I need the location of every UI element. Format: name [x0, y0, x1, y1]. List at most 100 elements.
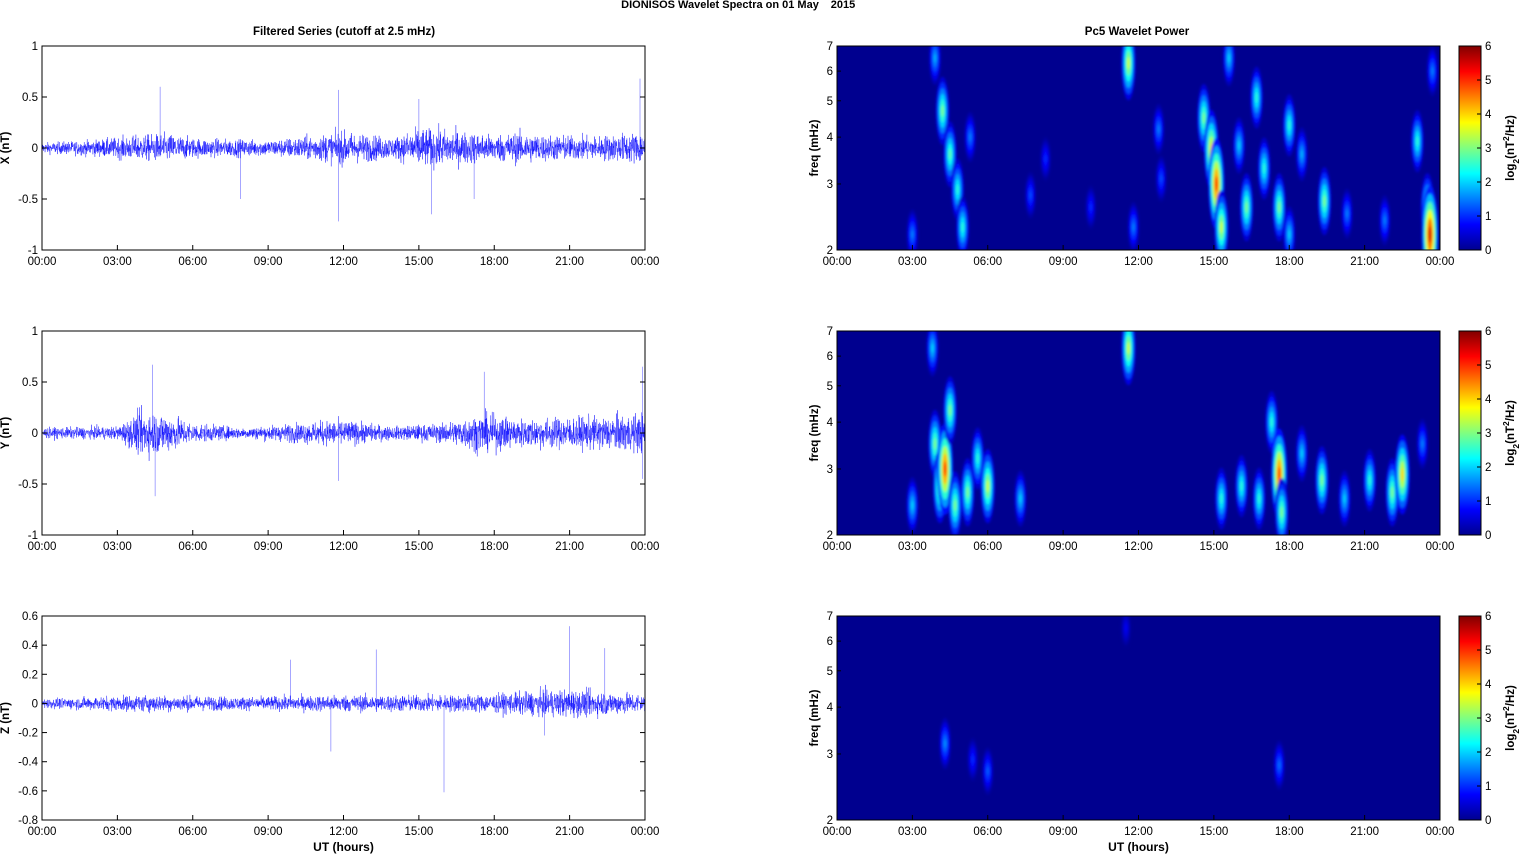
x-tick-label: 21:00 [1350, 256, 1379, 268]
y-tick-label: 3 [827, 464, 833, 476]
spectrum-blob [953, 499, 957, 511]
x-tick-label: 06:00 [178, 541, 207, 553]
spectrum-blob [1258, 493, 1261, 504]
x-tick-label: 15:00 [404, 256, 433, 268]
x-tick-label: 12:00 [329, 256, 358, 268]
colorbar-tick-label: 6 [1485, 611, 1491, 623]
spectrum-blob [971, 755, 974, 764]
spectrum-blob [1245, 201, 1248, 213]
y-tick-label: 1 [32, 41, 38, 53]
x-tick-label: 18:00 [1275, 256, 1304, 268]
x-tick-label: 00:00 [823, 541, 852, 553]
x-tick-label: 03:00 [898, 826, 927, 838]
spectrum-blob [1215, 176, 1218, 192]
spectrum-blob [1044, 155, 1047, 163]
x-tick-label: 12:00 [1124, 541, 1153, 553]
spectrum-blob [986, 479, 989, 493]
colorbar-label: log2(nT2/Hz) [1501, 400, 1521, 466]
y-tick-label: 3 [827, 179, 833, 191]
spectrum-blob [941, 105, 944, 117]
colorbar-tick-label: 4 [1485, 109, 1492, 121]
spectrum-blob [1125, 624, 1127, 632]
y-spectrum-chart: 2 3 4 5 6 7 00:00 03:00 06:00 09:00 12:00 15:00 18:0… [809, 326, 1521, 553]
spectrum-blob [1157, 125, 1160, 134]
spectrum-blob [933, 53, 937, 63]
y-axis-label: X (nT) [0, 132, 12, 165]
spectrum-blob [986, 767, 989, 776]
y-tick-label: 6 [827, 66, 833, 78]
colorbar: 0 1 2 3 4 5 6 log2(nT2/Hz) [1458, 326, 1521, 542]
colorbar-tick-label: 2 [1485, 747, 1491, 759]
y-tick-label: 4 [827, 417, 834, 429]
spectrum-blob [1019, 493, 1022, 504]
spectrum-blob [948, 148, 952, 160]
spectrum-blob [1127, 341, 1130, 355]
x-tick-label: 18:00 [1275, 541, 1304, 553]
colorbar-tick-label: 6 [1485, 41, 1491, 53]
spectrum-blob [944, 739, 947, 748]
colorbar-tick-label: 0 [1485, 815, 1491, 827]
spectrum-blob [1240, 480, 1243, 492]
x-tick-label: 03:00 [103, 826, 132, 838]
x-tick-label: 21:00 [555, 541, 584, 553]
colorbar-tick-label: 5 [1485, 75, 1491, 87]
x-axis-label: UT (hours) [313, 840, 374, 854]
x-series-chart: -1 -0.5 0 0.5 1 00:00 03:00 06:00 09:00 12:00 15:0… [0, 41, 659, 268]
x-tick-label: 06:00 [178, 826, 207, 838]
spectrum-blob [1346, 209, 1349, 218]
spectrum-blob [1277, 466, 1281, 483]
x-tick-label: 21:00 [1350, 826, 1379, 838]
spectrum-blob [943, 461, 947, 477]
colorbar-label: log2(nT2/Hz) [1501, 685, 1521, 751]
x-tick-label: 09:00 [1049, 826, 1078, 838]
y-tick-label: 0.6 [22, 611, 38, 623]
x-tick-label: 03:00 [898, 256, 927, 268]
left-column-title: Filtered Series (cutoff at 2.5 mHz) [253, 26, 435, 38]
spectrum-blob [1280, 506, 1283, 518]
x-tick-label: 06:00 [973, 541, 1002, 553]
y-tick-label: 7 [827, 611, 833, 623]
spectrum-blob [1029, 191, 1032, 200]
spectrum-blob [1278, 201, 1281, 213]
y-tick-label: 5 [827, 381, 833, 393]
x-tick-label: 18:00 [480, 826, 509, 838]
colorbar-tick-label: 0 [1485, 530, 1491, 542]
x-tick-label: 00:00 [631, 256, 660, 268]
x-tick-label: 12:00 [329, 541, 358, 553]
spectrum-blob [969, 132, 972, 142]
spectrum-blob [1401, 467, 1404, 482]
spectrum-blob [948, 404, 952, 417]
spectrum-blob [911, 500, 914, 510]
colorbar-tick-label: 3 [1485, 713, 1491, 725]
x-tick-label: 15:00 [1199, 256, 1228, 268]
y-tick-label: -0.4 [18, 757, 38, 769]
x-tick-label: 15:00 [1199, 541, 1228, 553]
y-tick-label: -0.8 [18, 815, 38, 827]
y-tick-label: -0.2 [18, 728, 38, 740]
y-axis-label: Y (nT) [0, 417, 12, 450]
y-tick-label: 0 [32, 428, 38, 440]
spectrum-blob [961, 222, 964, 233]
x-tick-label: 06:00 [178, 256, 207, 268]
spectrum-blob [1300, 149, 1303, 159]
spectrum-blob [1089, 203, 1092, 211]
x-tick-label: 12:00 [329, 826, 358, 838]
spectrum-blob [1288, 229, 1291, 240]
y-tick-label: -0.5 [18, 194, 38, 206]
x-tick-label: 09:00 [254, 541, 283, 553]
y-series-chart: -1 -0.5 0 0.5 1 00:00 03:00 06:00 09:00 12:00 15:0… [0, 326, 659, 553]
x-tick-label: 21:00 [555, 826, 584, 838]
colorbar-tick-label: 6 [1485, 326, 1491, 338]
y-axis-label: freq (mHz) [809, 119, 821, 176]
spectrum-blob [933, 438, 937, 450]
spectrum-blob [1270, 416, 1273, 428]
spectrum-blob [1288, 120, 1291, 131]
colorbar-tick-label: 4 [1485, 679, 1492, 691]
colorbar: 0 1 2 3 4 5 6 log2(nT2/Hz) [1458, 611, 1521, 827]
series-trace [41, 626, 646, 793]
x-tick-label: 09:00 [1049, 256, 1078, 268]
spectrum-blob [1421, 439, 1424, 449]
spectrum-blob [1391, 486, 1394, 498]
x-tick-label: 06:00 [973, 826, 1002, 838]
spectrum-blobs [906, 46, 1439, 250]
